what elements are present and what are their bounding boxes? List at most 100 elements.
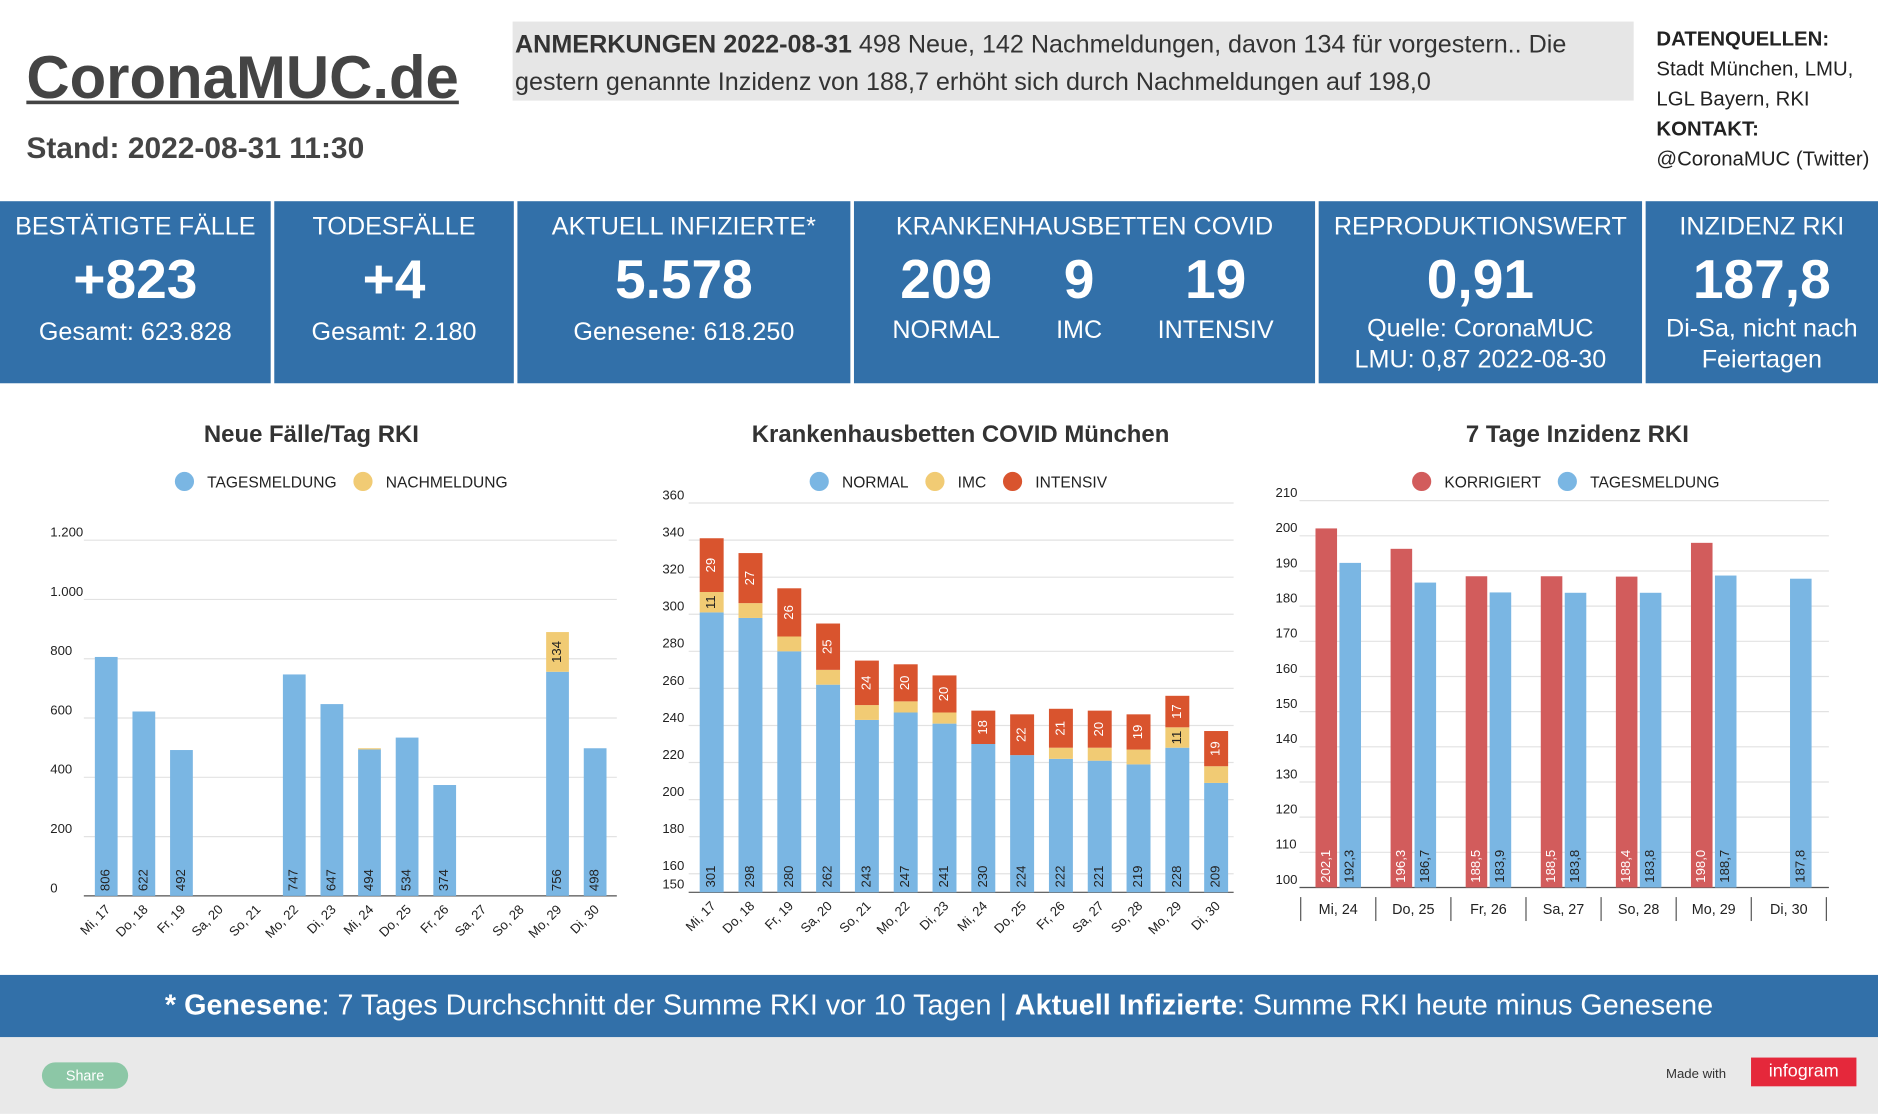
- x-tick-label: Mo, 22: [874, 898, 913, 937]
- data-label: 202,1: [1318, 850, 1333, 883]
- data-label: 221: [1091, 866, 1106, 888]
- legend-swatch: [174, 471, 195, 492]
- bar: [777, 651, 802, 893]
- tile-sub: Gesamt: 2.180: [274, 317, 514, 348]
- x-tick-label: Do, 25: [991, 898, 1029, 936]
- data-label: 247: [897, 866, 912, 888]
- x-tick-label: Fr, 26: [1470, 902, 1507, 918]
- bar: [546, 632, 569, 672]
- data-label: 498: [587, 869, 602, 891]
- y-tick-label: 150: [1276, 696, 1298, 711]
- data-label: 24: [858, 676, 873, 691]
- x-tick-label: Di, 30: [567, 902, 602, 937]
- bar: [1048, 708, 1073, 748]
- tile-sub-line: Quelle: CoronaMUC: [1367, 314, 1594, 343]
- x-tick-label: Di, 30: [1770, 902, 1808, 918]
- bar: [320, 704, 344, 896]
- data-label: 188,5: [1543, 850, 1558, 883]
- tile-label: IMC: [1056, 316, 1103, 344]
- x-tick-label: Sa, 20: [797, 898, 835, 936]
- bar: [1165, 747, 1190, 893]
- data-label: 21: [1052, 721, 1067, 736]
- x-tick-label: So, 21: [226, 902, 264, 940]
- tile-sub: Genesene: 618.250: [517, 317, 850, 348]
- legend-swatch: [353, 471, 373, 492]
- y-tick-label: 360: [662, 487, 684, 502]
- x-tick-label: Sa, 20: [188, 902, 226, 940]
- source: Stadt München, LMU,: [1656, 57, 1854, 81]
- source: LGL Bayern, RKI: [1656, 87, 1810, 111]
- legend-label: TAGESMELDUNG: [207, 474, 336, 491]
- data-label: 230: [975, 866, 990, 888]
- data-label: 186,7: [1417, 850, 1432, 883]
- data-label: 241: [936, 866, 951, 888]
- data-label: 188,7: [1717, 850, 1732, 883]
- bar: [1615, 576, 1638, 888]
- bottom-bar: Share Made with infogram: [0, 1037, 1878, 1114]
- bar: [1126, 749, 1151, 765]
- bar: [94, 656, 118, 896]
- kpi-tile: INZIDENZ RKI 187,8 Di-Sa, nicht nach Feiert…: [1645, 201, 1878, 384]
- legend-swatch: [925, 471, 945, 492]
- x-tick-label: Di, 30: [1188, 898, 1223, 933]
- data-label: 20: [897, 676, 912, 691]
- x-tick-label: Mi, 17: [683, 898, 719, 934]
- bar: [1126, 714, 1151, 750]
- x-tick-label: Fr, 19: [762, 898, 796, 932]
- data-label: 19: [1208, 741, 1223, 756]
- notes: ANMERKUNGEN 2022-08-31 498 Neue, 142 Nac…: [512, 21, 1634, 101]
- share-button[interactable]: Share: [41, 1062, 129, 1089]
- data-label: 20: [936, 687, 951, 702]
- data-label: 11: [703, 595, 718, 609]
- tile-title: AKTUELL INFIZIERTE*: [551, 213, 816, 241]
- x-tick-label: Sa, 27: [1069, 898, 1107, 936]
- y-tick-label: 210: [1276, 485, 1298, 500]
- bar: [816, 669, 841, 685]
- kpi-tile: KRANKENHAUSBETTEN COVID 209 NORMAL 9 IMC 19 IN…: [853, 201, 1316, 384]
- x-tick-label: Sa, 27: [452, 902, 490, 940]
- legend-swatch: [1002, 471, 1023, 492]
- bar: [1564, 592, 1587, 888]
- tile-value: 9: [1063, 247, 1095, 311]
- y-tick-label: 150: [662, 877, 684, 892]
- notes-title: ANMERKUNGEN 2022-08-31: [515, 31, 852, 59]
- tile-value: +4: [362, 247, 426, 311]
- legend-label: KORRIGIERT: [1444, 474, 1541, 491]
- brand[interactable]: infogram: [1751, 1057, 1857, 1087]
- x-tick-label: Mo, 29: [1692, 902, 1736, 918]
- x-tick-label: Do, 18: [113, 902, 151, 940]
- y-tick-label: 160: [662, 858, 684, 873]
- data-label: 301: [703, 866, 718, 888]
- data-label: 198,0: [1693, 850, 1708, 883]
- y-tick-label: 1.200: [50, 525, 83, 540]
- y-tick-label: 280: [662, 636, 684, 651]
- data-label: 756: [549, 869, 564, 891]
- bar: [854, 660, 879, 706]
- bar: [1087, 760, 1112, 893]
- bar: [1790, 578, 1812, 888]
- legend-label: TAGESMELDUNG: [1590, 474, 1719, 491]
- bar: [1465, 576, 1488, 888]
- x-tick-label: Mi, 24: [340, 902, 376, 938]
- tile-sub-line: Gesamt: 623.828: [38, 318, 232, 347]
- tile-sub: Gesamt: 623.828: [0, 317, 271, 348]
- x-tick-label: Fr, 26: [1033, 898, 1067, 932]
- bar: [1087, 710, 1112, 748]
- y-tick-label: 130: [1276, 766, 1298, 781]
- tile-value: 209: [900, 247, 993, 311]
- x-tick-label: Mo, 22: [262, 902, 301, 941]
- site-title[interactable]: CoronaMUC.de: [26, 44, 459, 112]
- data-label: 183,9: [1492, 850, 1507, 883]
- bar: [1048, 747, 1073, 759]
- tile-sub-line: Di-Sa, nicht nach: [1666, 314, 1858, 343]
- tile-value: 5.578: [614, 247, 753, 311]
- banner-text: : 7 Tages Durchschnitt der Summe RKI vor…: [321, 989, 1015, 1022]
- banner-bold: * Genesene: [164, 989, 322, 1022]
- legend-swatch: [1412, 471, 1432, 492]
- data-label: 219: [1130, 866, 1145, 888]
- bar: [738, 553, 763, 604]
- x-tick-label: Sa, 27: [1543, 902, 1585, 918]
- bar: [816, 684, 841, 893]
- x-tick-label: Fr, 19: [154, 902, 188, 936]
